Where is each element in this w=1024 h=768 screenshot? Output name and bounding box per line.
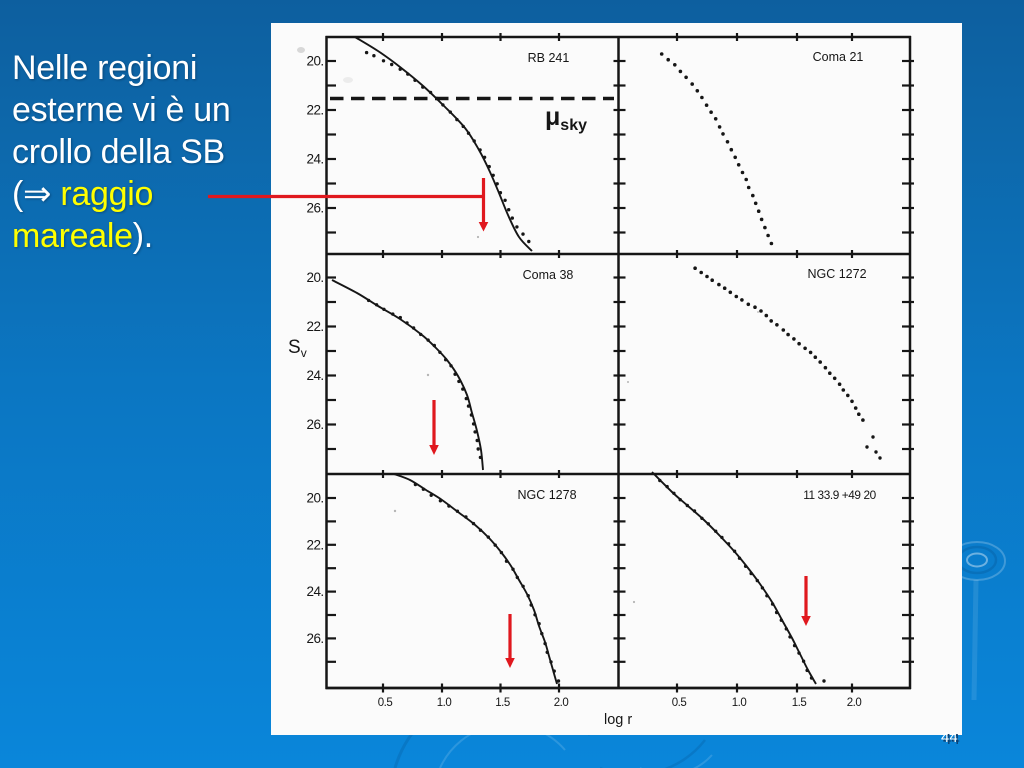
svg-text:20.: 20. <box>307 491 324 506</box>
svg-text:26.: 26. <box>307 417 324 432</box>
svg-text:NGC 1278: NGC 1278 <box>517 488 576 502</box>
svg-text:20.: 20. <box>307 270 324 285</box>
svg-text:22.: 22. <box>307 103 324 118</box>
svg-text:2.0: 2.0 <box>554 697 569 709</box>
svg-text:22.: 22. <box>307 319 324 334</box>
svg-text:20.: 20. <box>307 54 324 69</box>
svg-text:22.: 22. <box>307 537 324 552</box>
svg-text:11 33.9 +49 20: 11 33.9 +49 20 <box>803 488 876 502</box>
svg-text:1.5: 1.5 <box>792 697 807 709</box>
svg-text:Sv: Sv <box>288 337 307 360</box>
svg-text:24.: 24. <box>307 152 324 167</box>
svg-text:0.5: 0.5 <box>672 697 687 709</box>
svg-text:1.5: 1.5 <box>495 697 510 709</box>
svg-text:0.5: 0.5 <box>378 697 393 709</box>
svg-text:Coma 21: Coma 21 <box>813 50 864 64</box>
svg-text:2.0: 2.0 <box>847 697 862 709</box>
svg-text:Coma 38: Coma 38 <box>523 268 574 282</box>
svg-text:μsky: μsky <box>545 103 587 134</box>
svg-text:1.0: 1.0 <box>437 697 452 709</box>
svg-text:24.: 24. <box>307 584 324 599</box>
svg-text:log r: log r <box>604 712 632 728</box>
svg-text:1.0: 1.0 <box>732 697 747 709</box>
svg-text:26.: 26. <box>307 631 324 646</box>
svg-text:26.: 26. <box>307 201 324 216</box>
svg-text:24.: 24. <box>307 368 324 383</box>
svg-text:NGC 1272: NGC 1272 <box>807 267 866 281</box>
svg-text:RB 241: RB 241 <box>528 51 570 65</box>
